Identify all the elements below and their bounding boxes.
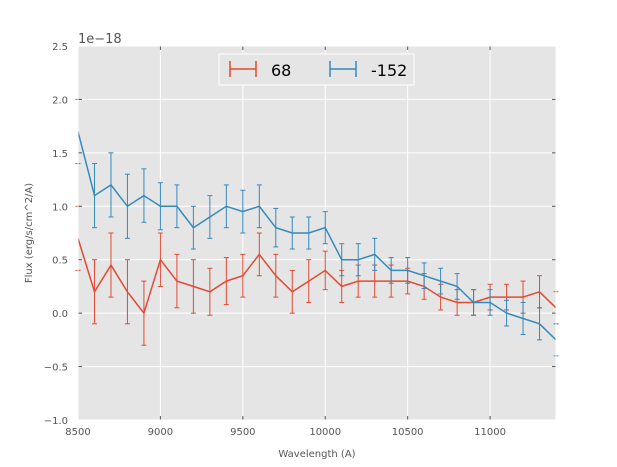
y-tick-label: 0.0: [52, 309, 68, 320]
legend-marker-68: [229, 61, 257, 77]
x-tick-label: 9000: [148, 427, 173, 438]
series-neg152: [75, 98, 559, 357]
x-tick-label: 10000: [309, 427, 341, 438]
axes-layer: 8500 9000 9500 10000 10500 11000 −1.0 −0.5 0.0 0.…: [44, 42, 557, 438]
y-offset-label: 1e−18: [78, 32, 122, 47]
y-tick-label: −0.5: [44, 363, 68, 374]
series-layer: [75, 98, 559, 357]
y-tick-label: 2.0: [52, 95, 68, 106]
x-tick-label: 8500: [65, 427, 90, 438]
x-axis-label: Wavelength (A): [278, 449, 355, 460]
y-tick-label: −1.0: [44, 416, 68, 427]
plot-area: [78, 46, 556, 420]
y-tick-label: 2.5: [52, 42, 68, 53]
x-tick-label: 9500: [230, 427, 255, 438]
series-line: [77, 238, 557, 315]
legend: 68 -152: [218, 53, 415, 86]
y-tick-label: 0.5: [52, 256, 68, 267]
series-line: [77, 131, 557, 341]
x-tick-label: 11000: [474, 427, 506, 438]
y-axis-label: Flux (erg/s/cm^2/A): [24, 183, 35, 283]
legend-entry-68: 68: [229, 61, 291, 80]
y-tick-label: 1.5: [52, 149, 68, 160]
y-tick-label: 1.0: [52, 202, 68, 213]
legend-label-neg152: -152: [371, 61, 407, 80]
legend-entry-neg152: -152: [329, 61, 407, 80]
x-tick-label: 10500: [392, 427, 424, 438]
legend-label-68: 68: [271, 61, 291, 80]
axes-frame: [77, 45, 557, 421]
legend-marker-neg152: [329, 61, 357, 77]
